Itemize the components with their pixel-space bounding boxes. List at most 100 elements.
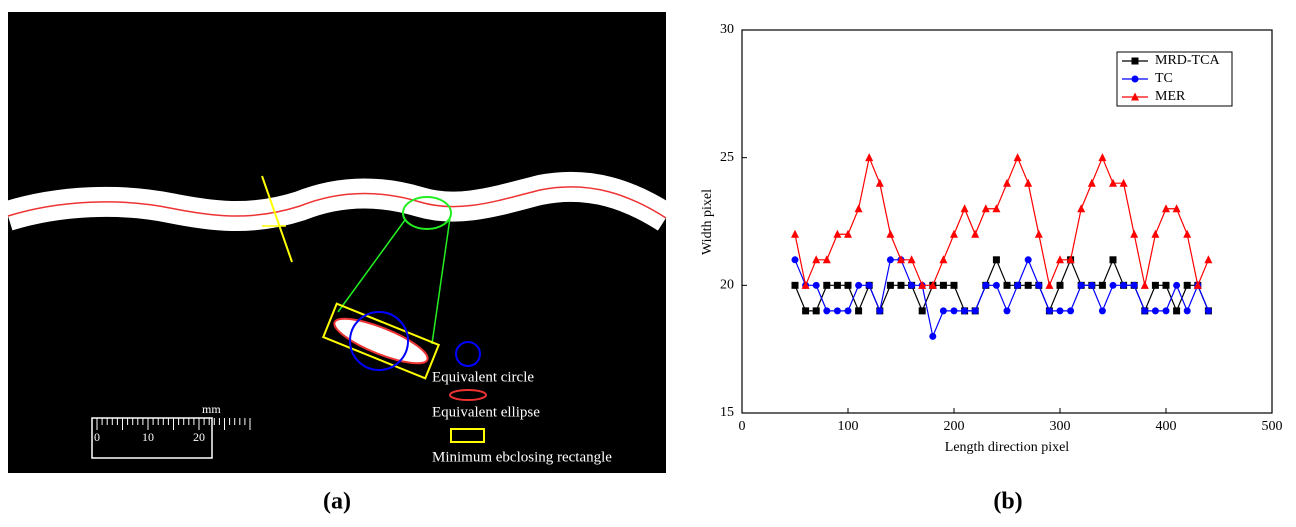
data-point	[791, 230, 799, 238]
x-axis-label: Length direction pixel	[945, 440, 1070, 455]
data-point	[855, 282, 862, 289]
data-point	[1163, 282, 1170, 289]
legend-label: TC	[1155, 71, 1173, 86]
data-point	[1152, 307, 1159, 314]
data-point	[993, 256, 1000, 263]
data-point	[1130, 230, 1138, 238]
data-point	[951, 282, 958, 289]
x-tick-label: 300	[1050, 419, 1071, 434]
image-background	[8, 12, 666, 473]
legend-label: Equivalent ellipse	[432, 404, 540, 420]
data-point	[1098, 153, 1106, 161]
data-point	[1035, 282, 1042, 289]
data-point	[1131, 282, 1138, 289]
legend-label: MRD-TCA	[1155, 53, 1220, 68]
data-point	[940, 307, 947, 314]
y-tick-label: 30	[720, 22, 734, 37]
data-point	[792, 282, 799, 289]
data-point	[961, 204, 969, 212]
panel-a: Equivalent circle Equivalent ellipse Min…	[8, 12, 666, 515]
data-point	[1014, 153, 1022, 161]
data-point	[1025, 282, 1032, 289]
x-tick-label: 100	[838, 419, 859, 434]
data-point	[908, 282, 915, 289]
data-point	[813, 307, 820, 314]
data-point	[876, 307, 883, 314]
data-point	[951, 307, 958, 314]
legend-label: MER	[1155, 89, 1186, 104]
data-point	[1004, 282, 1011, 289]
data-point	[834, 282, 841, 289]
data-point	[1088, 282, 1095, 289]
x-tick-label: 500	[1262, 419, 1283, 434]
legend-label: Minimum ebclosing rectangle	[432, 449, 612, 465]
data-point	[1205, 307, 1212, 314]
data-point	[940, 282, 947, 289]
data-point	[1173, 282, 1180, 289]
data-point	[1110, 256, 1117, 263]
data-point	[898, 282, 905, 289]
data-point	[1035, 230, 1043, 238]
data-point	[1184, 307, 1191, 314]
data-point	[866, 282, 873, 289]
scale-label: 0	[94, 430, 100, 444]
data-point	[1173, 307, 1180, 314]
data-point	[887, 256, 894, 263]
scale-label: 10	[142, 430, 154, 444]
x-tick-label: 200	[944, 419, 965, 434]
data-point	[971, 230, 979, 238]
legend-label: Equivalent circle	[432, 369, 534, 385]
data-point	[802, 307, 809, 314]
scale-label: 20	[193, 430, 205, 444]
legend-marker	[1132, 58, 1139, 65]
data-point	[886, 230, 894, 238]
data-point	[1057, 307, 1064, 314]
data-point	[1003, 179, 1011, 187]
data-point	[1141, 307, 1148, 314]
data-point	[876, 179, 884, 187]
data-point	[950, 230, 958, 238]
data-point	[1014, 282, 1021, 289]
y-axis-label: Width pixel	[700, 189, 715, 255]
data-point	[1183, 230, 1191, 238]
data-point	[845, 282, 852, 289]
scale-unit: mm	[202, 402, 221, 416]
data-point	[1046, 307, 1053, 314]
data-point	[1099, 282, 1106, 289]
data-point	[1077, 204, 1085, 212]
data-point	[982, 282, 989, 289]
data-point	[972, 307, 979, 314]
data-point	[1152, 282, 1159, 289]
data-point	[1045, 281, 1053, 289]
data-point	[1067, 307, 1074, 314]
legend-marker	[1132, 76, 1139, 83]
data-point	[1120, 282, 1127, 289]
data-point	[792, 256, 799, 263]
data-point	[845, 307, 852, 314]
figure: Equivalent circle Equivalent ellipse Min…	[0, 0, 1296, 522]
y-tick-label: 15	[720, 405, 734, 420]
data-point	[929, 333, 936, 340]
data-point	[813, 282, 820, 289]
series-line	[795, 158, 1208, 286]
data-point	[939, 255, 947, 263]
data-point	[834, 307, 841, 314]
data-point	[1025, 256, 1032, 263]
data-point	[1078, 282, 1085, 289]
data-point	[993, 282, 1000, 289]
data-point	[823, 282, 830, 289]
data-point	[1151, 230, 1159, 238]
panel-label: (b)	[993, 489, 1022, 515]
panel-label: (a)	[323, 489, 351, 515]
x-tick-label: 400	[1156, 419, 1177, 434]
data-point	[1184, 282, 1191, 289]
data-point	[1141, 281, 1149, 289]
data-point	[1163, 307, 1170, 314]
data-point	[887, 282, 894, 289]
y-tick-label: 25	[720, 150, 734, 165]
y-tick-label: 20	[720, 278, 734, 293]
data-point	[1110, 282, 1117, 289]
data-point	[1024, 179, 1032, 187]
data-point	[1204, 255, 1212, 263]
data-point	[823, 307, 830, 314]
